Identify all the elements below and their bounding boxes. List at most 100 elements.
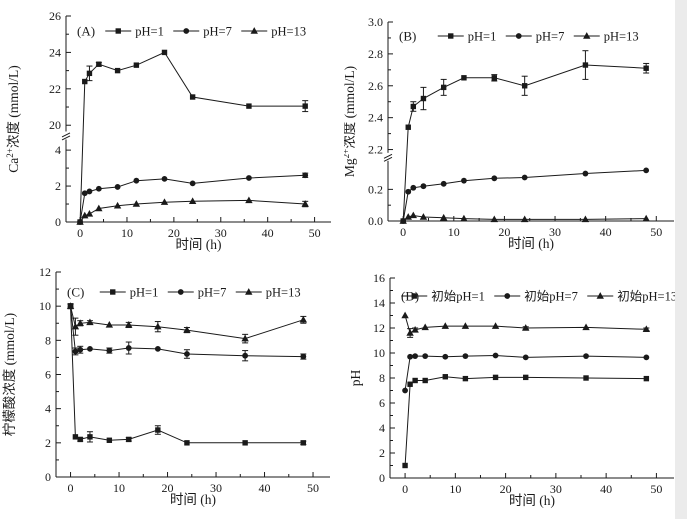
square-marker-icon	[106, 437, 113, 443]
legend: pH=1 pH=7 pH=13	[437, 30, 639, 44]
svg-text:2: 2	[379, 446, 385, 460]
triangle-marker-icon	[491, 322, 500, 329]
axis-break-icon	[61, 132, 71, 141]
svg-text:10: 10	[121, 226, 133, 240]
square-marker-icon	[410, 103, 417, 110]
x-axis-title: 时间 (h)	[170, 492, 216, 507]
legend-label: 初始pH=7	[524, 290, 578, 304]
legend-item: pH=7	[167, 286, 227, 300]
svg-text:3.0: 3.0	[368, 15, 383, 29]
circle-marker-icon	[161, 175, 168, 182]
circle-marker-icon	[407, 353, 414, 360]
triangle-marker-icon	[245, 196, 253, 204]
square-marker-icon	[72, 434, 79, 440]
svg-text:2: 2	[55, 179, 61, 193]
svg-text:20: 20	[49, 118, 61, 132]
triangle-marker-icon	[583, 32, 591, 39]
legend-item: pH=13	[235, 286, 301, 300]
legend-item: pH=1	[437, 30, 497, 44]
circle-marker-icon	[491, 175, 498, 182]
svg-text:12: 12	[39, 265, 51, 279]
square-marker-icon	[161, 49, 168, 56]
svg-text:22: 22	[49, 82, 61, 96]
circle-marker-icon	[189, 180, 196, 187]
series-pH=1	[400, 50, 650, 224]
y-axis-title: pH	[348, 370, 363, 387]
tick-labels: 0 10 20 30 40 50 0.0 0.2 2.2 2.4 2.6 2.8 3.0	[368, 15, 662, 239]
square-marker-icon	[133, 62, 140, 68]
triangle-marker-icon	[71, 322, 80, 330]
legend-label: pH=1	[468, 30, 497, 44]
svg-text:30: 30	[210, 481, 222, 495]
svg-text:8: 8	[45, 333, 51, 347]
circle-marker-icon	[402, 387, 408, 394]
square-marker-icon	[521, 83, 528, 89]
circle-marker-icon	[583, 353, 589, 360]
circle-marker-icon	[492, 352, 499, 359]
square-marker-icon	[300, 440, 307, 446]
legend-item: pH=1	[105, 25, 164, 39]
circle-marker-icon	[504, 293, 511, 299]
circle-marker-icon	[412, 353, 419, 360]
svg-text:40: 40	[262, 226, 274, 240]
svg-text:6: 6	[45, 368, 51, 382]
legend-label: pH=1	[130, 286, 159, 300]
svg-text:40: 40	[600, 225, 612, 239]
series-初始pH=13	[401, 311, 651, 338]
svg-text:40: 40	[259, 481, 271, 495]
svg-text:10: 10	[448, 225, 460, 239]
square-marker-icon	[302, 103, 308, 109]
series-初始pH=7	[402, 352, 650, 394]
panel-label: (D)	[401, 289, 419, 304]
square-marker-icon	[461, 75, 467, 81]
legend-label: pH=13	[266, 286, 301, 300]
circle-marker-icon	[521, 174, 528, 181]
svg-text:0: 0	[402, 482, 408, 496]
triangle-marker-icon	[421, 323, 429, 331]
triangle-marker-icon	[76, 319, 84, 326]
triangle-marker-icon	[188, 197, 197, 205]
circle-marker-icon	[177, 289, 184, 295]
y-axis-title: 柠檬酸浓度 (mmol/L)	[2, 313, 17, 436]
series-pH=13	[66, 302, 308, 344]
circle-marker-icon	[405, 188, 412, 195]
legend: 初始pH=1 初始pH=7 初始pH=13	[401, 290, 677, 304]
svg-text:50: 50	[307, 481, 319, 495]
triangle-marker-icon	[301, 200, 309, 207]
square-marker-icon	[246, 103, 252, 109]
legend-label: 初始pH=13	[617, 290, 677, 304]
triangle-marker-icon	[76, 218, 84, 225]
circle-marker-icon	[302, 172, 309, 179]
circle-marker-icon	[86, 188, 93, 195]
triangle-marker-icon	[245, 288, 253, 295]
triangle-marker-icon	[154, 322, 162, 330]
series-pH=13	[399, 211, 650, 224]
svg-text:0: 0	[379, 471, 385, 485]
square-marker-icon	[422, 377, 428, 384]
svg-text:0: 0	[55, 215, 61, 229]
svg-text:0: 0	[77, 226, 83, 240]
triangle-marker-icon	[250, 27, 258, 34]
series-pH=7	[67, 303, 307, 362]
circle-marker-icon	[77, 346, 84, 353]
circle-marker-icon	[95, 185, 102, 192]
triangle-marker-icon	[490, 215, 499, 223]
svg-text:4: 4	[55, 143, 61, 157]
svg-text:10: 10	[39, 299, 51, 313]
triangle-marker-icon	[132, 200, 141, 207]
svg-text:10: 10	[373, 346, 385, 360]
tick-labels: 0 10 20 30 40 50 0 2 4 6 8 10 12 14 16	[373, 271, 662, 496]
svg-text:4: 4	[379, 421, 385, 435]
circle-marker-icon	[440, 180, 447, 187]
legend: pH=1 pH=7 pH=13	[99, 286, 301, 300]
square-marker-icon	[643, 375, 650, 382]
svg-text:0.2: 0.2	[368, 182, 383, 196]
square-marker-icon	[448, 33, 454, 39]
series-pH=1	[67, 303, 307, 446]
svg-text:0: 0	[68, 481, 74, 495]
triangle-marker-icon	[406, 329, 414, 336]
legend-label: pH=7	[198, 286, 227, 300]
triangle-marker-icon	[411, 325, 419, 333]
circle-marker-icon	[125, 345, 132, 351]
